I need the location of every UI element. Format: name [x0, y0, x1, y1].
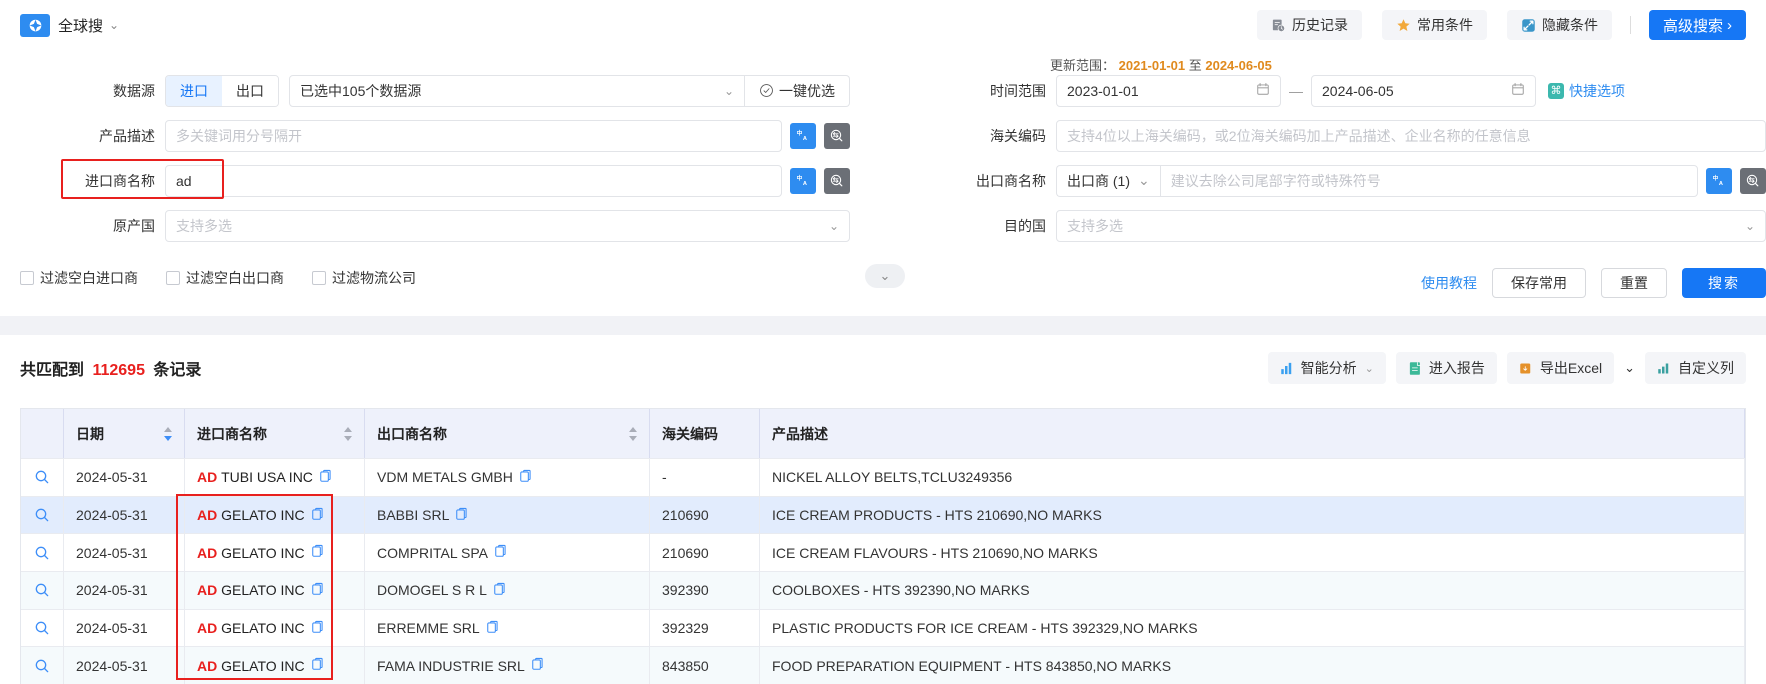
svg-text:中: 中: [796, 129, 802, 137]
svg-text:A: A: [1718, 181, 1722, 187]
svg-text:中: 中: [796, 174, 802, 182]
svg-text:中: 中: [1712, 174, 1718, 182]
svg-text:A: A: [802, 181, 806, 187]
svg-text:A: A: [802, 136, 806, 142]
